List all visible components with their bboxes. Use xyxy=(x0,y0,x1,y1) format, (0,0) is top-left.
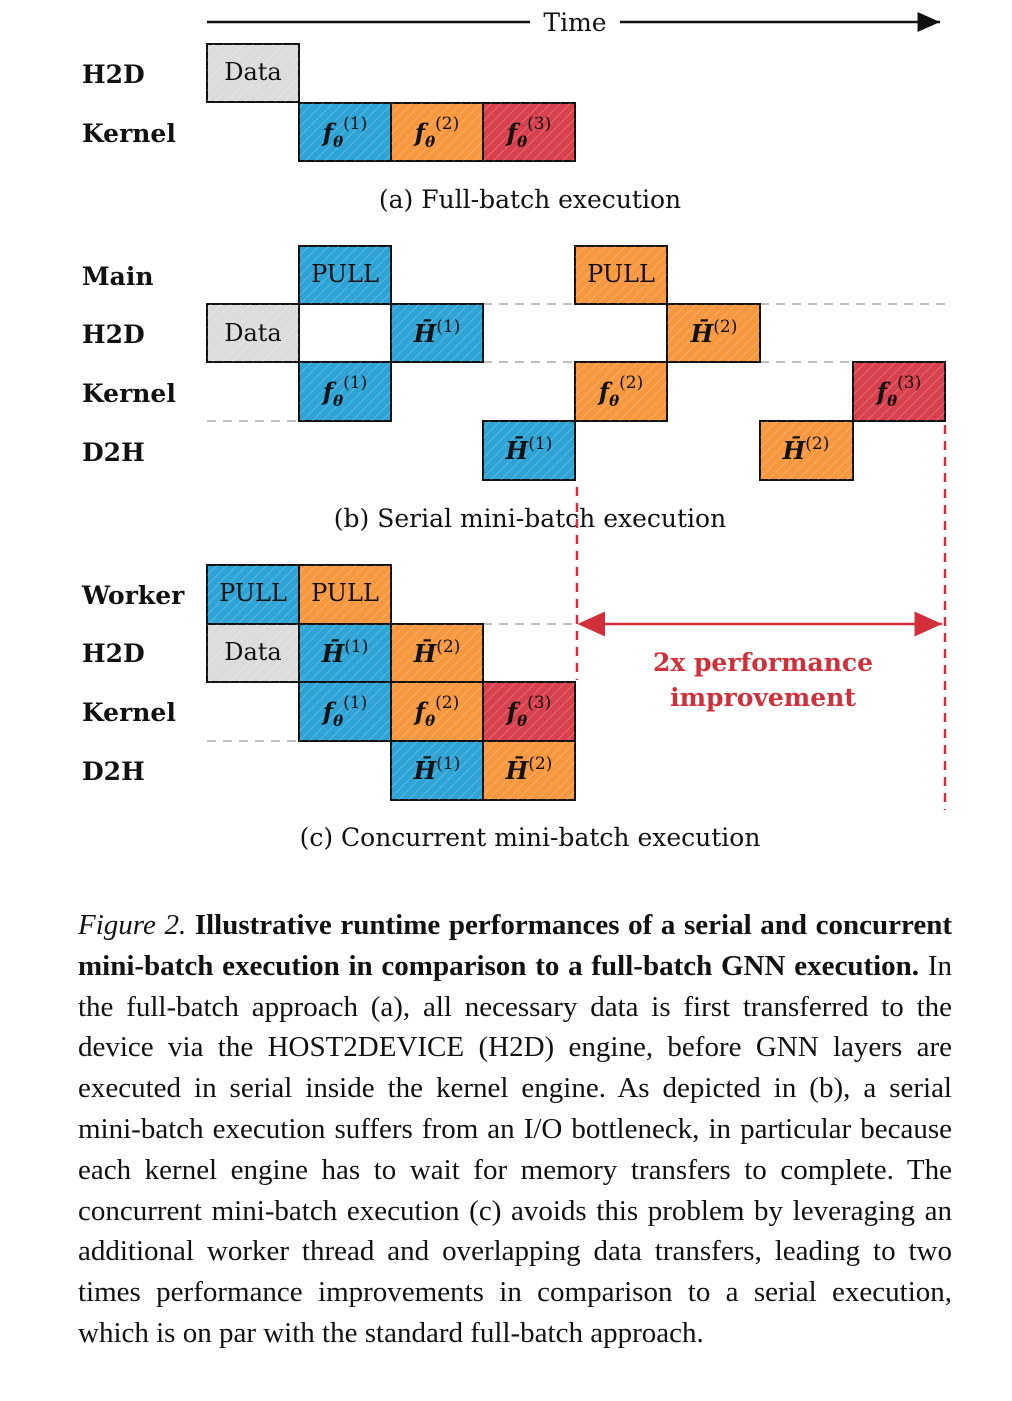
panel-a: H2D Kernel Data fθ(1) fθ(2) fθ(3) (a) Fu… xyxy=(82,43,681,214)
cell-h2-d2h: H̄(2) xyxy=(482,740,576,801)
cell-f1: fθ(1) xyxy=(298,681,392,742)
diagram-canvas: Time H2D Kernel Data fθ(1) fθ(2) fθ(3) (… xyxy=(81,8,947,852)
time-label: Time xyxy=(543,8,606,37)
svg-text:H̄(2): H̄(2) xyxy=(782,434,830,465)
cell-data: Data xyxy=(206,623,300,683)
cell-h2-h2d: H̄(2) xyxy=(666,303,761,363)
panel-c: Worker H2D Kernel D2H PULL PULL Data H̄(… xyxy=(81,564,761,852)
cell-f3: fθ(3) xyxy=(482,102,576,162)
caption-a: (a) Full-batch execution xyxy=(379,185,681,214)
figure-caption: Figure 2. Illustrative runtime performan… xyxy=(78,905,952,1354)
svg-text:PULL: PULL xyxy=(311,260,379,288)
performance-label-line2: improvement xyxy=(670,683,856,712)
row-label-h2d: H2D xyxy=(82,639,145,668)
cell-f1: fθ(1) xyxy=(298,102,392,162)
cell-data: Data xyxy=(206,43,300,103)
svg-text:PULL: PULL xyxy=(311,579,379,607)
cell-data: Data xyxy=(206,303,300,363)
row-label-d2h: D2H xyxy=(82,438,145,467)
svg-text:fθ(2): fθ(2) xyxy=(597,373,643,410)
caption-c: (c) Concurrent mini-batch execution xyxy=(300,823,761,852)
svg-text:fθ(3): fθ(3) xyxy=(505,693,551,730)
cell-h2-h2d: H̄(2) xyxy=(390,623,484,683)
row-label-d2h: D2H xyxy=(82,757,145,786)
row-label-kernel: Kernel xyxy=(82,119,176,148)
svg-text:fθ(3): fθ(3) xyxy=(875,373,921,410)
svg-text:fθ(2): fθ(2) xyxy=(413,114,459,151)
row-label-h2d: H2D xyxy=(82,60,145,89)
svg-text:PULL: PULL xyxy=(587,260,655,288)
svg-text:PULL: PULL xyxy=(219,579,287,607)
svg-text:fθ(1): fθ(1) xyxy=(321,693,367,730)
cell-pull-1: PULL xyxy=(206,564,300,625)
svg-text:fθ(3): fθ(3) xyxy=(505,114,551,151)
cell-f2: fθ(2) xyxy=(390,681,484,742)
row-label-kernel: Kernel xyxy=(82,698,176,727)
svg-text:H̄(1): H̄(1) xyxy=(413,754,461,785)
svg-text:fθ(2): fθ(2) xyxy=(413,693,459,730)
cell-f3: fθ(3) xyxy=(482,681,576,742)
svg-text:H̄(2): H̄(2) xyxy=(505,754,553,785)
cell-pull-1: PULL xyxy=(298,245,392,305)
figure-label: Figure 2. xyxy=(78,909,187,941)
cell-f1: fθ(1) xyxy=(298,361,392,422)
svg-text:Data: Data xyxy=(224,319,282,347)
row-label-main: Main xyxy=(82,262,154,291)
cell-f2: fθ(2) xyxy=(574,361,668,422)
cell-f3: fθ(3) xyxy=(852,361,946,422)
svg-text:Data: Data xyxy=(224,58,282,86)
caption-b: (b) Serial mini-batch execution xyxy=(334,504,726,533)
figure-title: Illustrative runtime performances of a s… xyxy=(78,909,953,982)
cell-pull-2: PULL xyxy=(574,245,668,305)
cell-h1-h2d: H̄(1) xyxy=(390,303,484,363)
cell-pull-2: PULL xyxy=(298,564,392,625)
row-label-h2d: H2D xyxy=(82,320,145,349)
row-label-kernel: Kernel xyxy=(82,379,176,408)
cell-f2: fθ(2) xyxy=(390,102,484,162)
figure-body: In the full-batch approach (a), all nece… xyxy=(78,949,952,1349)
cell-h1-d2h: H̄(1) xyxy=(482,420,576,481)
panel-b: Main H2D Kernel D2H PULL PULL Data H̄(1) xyxy=(82,245,946,533)
svg-text:H̄(1): H̄(1) xyxy=(321,637,369,668)
row-label-worker: Worker xyxy=(81,581,185,610)
svg-text:H̄(2): H̄(2) xyxy=(690,317,738,348)
cell-h1-h2d: H̄(1) xyxy=(298,623,392,683)
svg-text:Data: Data xyxy=(224,638,282,666)
svg-text:H̄(1): H̄(1) xyxy=(505,434,553,465)
svg-text:fθ(1): fθ(1) xyxy=(321,373,367,410)
cell-h1-d2h: H̄(1) xyxy=(390,740,484,801)
svg-text:H̄(1): H̄(1) xyxy=(413,317,461,348)
svg-text:H̄(2): H̄(2) xyxy=(413,637,461,668)
svg-text:fθ(1): fθ(1) xyxy=(321,114,367,151)
cell-h2-d2h: H̄(2) xyxy=(759,420,854,481)
performance-label-line1: 2x performance xyxy=(653,648,873,677)
